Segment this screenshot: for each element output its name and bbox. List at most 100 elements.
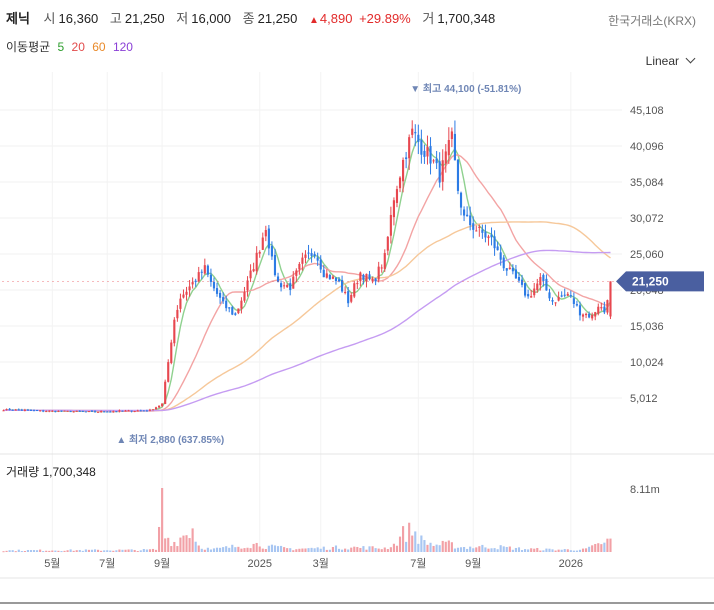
candle — [75, 410, 78, 412]
candle-body — [493, 236, 496, 249]
candle-body — [435, 158, 438, 164]
candle-body — [179, 298, 182, 309]
candle — [267, 224, 270, 256]
candle — [133, 410, 136, 413]
candle-body — [575, 304, 578, 306]
candle — [118, 409, 121, 413]
candle — [502, 255, 505, 271]
candle — [432, 158, 435, 164]
candle — [530, 290, 533, 298]
volume-bar — [395, 545, 399, 552]
volume-bar — [32, 550, 36, 552]
volume-bar — [72, 550, 75, 552]
candle — [121, 410, 124, 412]
volume-bar — [301, 548, 304, 552]
x-tick-label: 9월 — [465, 557, 481, 570]
volume-bar — [240, 548, 243, 552]
candle-body — [145, 410, 148, 412]
volume-bar — [539, 550, 542, 552]
volume-bar — [344, 548, 347, 552]
candle — [398, 176, 402, 193]
volume-bar — [219, 547, 222, 552]
candle-body — [606, 300, 609, 313]
candle-body — [29, 409, 33, 411]
candle — [420, 129, 423, 164]
candle — [545, 274, 548, 291]
ma-20-line — [3, 154, 611, 413]
candle-body — [258, 251, 261, 254]
candle-body — [331, 276, 334, 279]
x-tick-label: 9월 — [154, 557, 170, 570]
candle-body — [444, 151, 447, 164]
candle — [212, 277, 216, 292]
candle-body — [456, 159, 460, 191]
volume-bar — [158, 526, 161, 552]
volume-bar — [313, 548, 316, 552]
volume-bar — [258, 546, 261, 552]
volume-bar — [255, 542, 258, 552]
candle — [527, 289, 530, 299]
candle — [444, 144, 447, 173]
candle-body — [487, 236, 490, 239]
candle — [222, 292, 225, 304]
candle — [289, 278, 292, 296]
candle-body — [581, 314, 585, 317]
candle-body — [283, 285, 286, 287]
candle — [569, 290, 572, 299]
volume-bar — [560, 549, 563, 552]
candle-body — [203, 265, 206, 274]
candle-body — [377, 266, 380, 280]
candle — [280, 280, 283, 292]
volume-bar — [136, 551, 139, 553]
candle — [127, 409, 130, 412]
volume-bar — [371, 546, 374, 552]
candle-body — [161, 403, 164, 407]
ma-120-label: 120 — [112, 40, 133, 54]
ma-legend[interactable]: 이동평균 5 20 60 120 — [6, 38, 137, 55]
candle — [5, 408, 8, 411]
volume-bar — [414, 531, 417, 552]
volume-bar — [307, 548, 310, 552]
volume-bar — [334, 545, 338, 552]
candle-body — [194, 280, 197, 283]
volume-bar — [566, 549, 569, 552]
candle-body — [508, 267, 511, 270]
candle — [63, 410, 66, 412]
x-tick-label: 2026 — [559, 558, 583, 570]
candle-body — [344, 291, 347, 293]
candle — [115, 411, 118, 413]
volume-bar — [182, 535, 185, 552]
candle — [154, 406, 158, 410]
candle-body — [51, 410, 54, 412]
volume-bar — [478, 546, 481, 552]
candle — [246, 276, 249, 297]
candles — [2, 120, 612, 413]
volume-bar — [197, 545, 200, 552]
candle-body — [252, 269, 255, 272]
volume-bar — [164, 538, 167, 552]
candle-body — [66, 410, 69, 412]
volume-bar — [585, 548, 588, 552]
volume-bar — [249, 548, 252, 552]
close-label: 종 — [242, 11, 255, 26]
volume-value: 1,700,348 — [437, 11, 496, 26]
volume-bar — [170, 546, 173, 552]
volume-bar — [203, 549, 206, 552]
x-tick-label: 2025 — [247, 558, 271, 570]
candle-body — [402, 159, 405, 182]
candle — [524, 282, 527, 298]
candle-body — [600, 307, 603, 309]
scale-selector[interactable]: Linear — [646, 53, 696, 68]
candle-body — [261, 237, 264, 250]
candle-body — [334, 277, 338, 282]
candle-body — [505, 268, 508, 271]
candle — [594, 311, 597, 321]
candle-body — [270, 245, 273, 257]
high-label: 고 — [109, 11, 122, 26]
volume-bar — [331, 546, 334, 552]
low-label: 저 — [176, 11, 189, 26]
candle — [261, 232, 264, 250]
candle — [533, 283, 536, 298]
candle-body — [264, 230, 267, 237]
